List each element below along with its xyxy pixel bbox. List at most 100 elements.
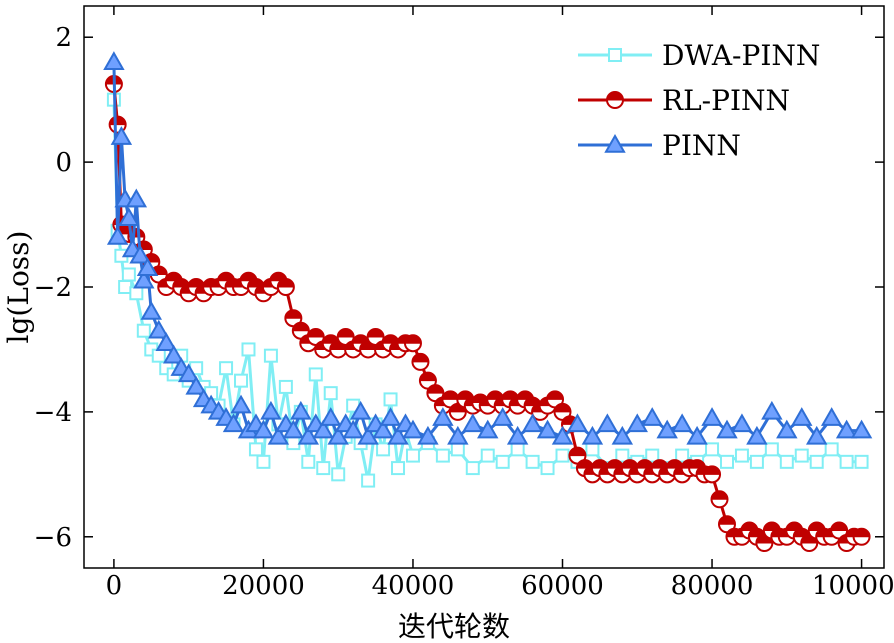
data-point-dwa-pinn-38 xyxy=(376,442,391,457)
data-point-dwa-pinn-22 xyxy=(256,454,271,469)
data-point-dwa-pinn-49 xyxy=(510,442,525,457)
legend: DWA-PINN RL-PINN PINN xyxy=(578,39,820,162)
data-point-pinn-22 xyxy=(230,394,252,414)
data-point-pinn-70 xyxy=(776,419,798,439)
data-point-pinn-42 xyxy=(379,407,402,426)
data-point-dwa-pinn-66 xyxy=(764,442,779,457)
y-tick-label: 2 xyxy=(55,23,72,53)
data-point-dwa-pinn-19 xyxy=(234,373,249,388)
data-point-dwa-pinn-30 xyxy=(316,461,331,476)
data-point-pinn-16 xyxy=(185,375,207,395)
data-point-dwa-pinn-69 xyxy=(809,454,824,469)
data-point-dwa-pinn-68 xyxy=(794,448,809,463)
data-point-pinn-11 xyxy=(148,319,170,339)
y-axis-title: lg(Loss) xyxy=(2,231,35,344)
data-point-pinn-71 xyxy=(791,407,813,426)
data-point-rl-pinn-62-fill xyxy=(554,403,572,413)
x-tick-label: 20000 xyxy=(222,571,305,601)
data-point-rl-pinn-13 xyxy=(187,278,206,296)
data-point-rl-pinn-61 xyxy=(546,390,565,409)
data-point-pinn-25 xyxy=(252,419,275,439)
x-tick-label: 40000 xyxy=(372,571,455,601)
data-point-rl-pinn-83-fill xyxy=(711,490,729,500)
x-tick-label: 0 xyxy=(106,571,123,601)
data-point-dwa-pinn-29 xyxy=(308,367,323,382)
data-point-pinn-73 xyxy=(820,407,843,426)
series-rl-pinn xyxy=(104,75,871,553)
data-point-rl-pinn-37-fill xyxy=(367,328,385,338)
data-point-pinn-31 xyxy=(297,425,320,445)
data-point-dwa-pinn-8 xyxy=(151,348,166,363)
data-point-dwa-pinn-42 xyxy=(405,448,420,463)
data-point-dwa-pinn-26 xyxy=(286,436,301,451)
data-point-pinn-54 xyxy=(536,419,559,439)
data-point-pinn-37 xyxy=(342,419,364,439)
data-point-rl-pinn-44-fill xyxy=(419,372,437,382)
data-point-rl-pinn-61-fill xyxy=(546,390,564,400)
data-point-pinn-9 xyxy=(136,257,159,277)
data-point-rl-pinn-27-fill xyxy=(292,322,310,332)
data-point-rl-pinn-84-fill xyxy=(718,515,736,525)
data-point-dwa-pinn-32 xyxy=(331,467,346,482)
legend-label: PINN xyxy=(662,129,741,162)
data-point-pinn-47 xyxy=(432,407,454,426)
data-point-pinn-51 xyxy=(491,407,514,426)
data-point-pinn-45 xyxy=(402,419,424,439)
data-point-pinn-12 xyxy=(155,332,177,351)
legend-marker-dwa-pinn xyxy=(608,48,622,62)
data-point-rl-pinn-99 xyxy=(830,521,849,540)
data-point-dwa-pinn-58 xyxy=(645,448,660,463)
data-point-rl-pinn-47 xyxy=(441,390,460,409)
data-point-pinn-35 xyxy=(327,425,349,445)
data-point-rl-pinn-94 xyxy=(792,527,811,546)
data-point-rl-pinn-43-fill xyxy=(411,353,429,363)
data-point-pinn-49 xyxy=(462,413,484,433)
data-point-dwa-pinn-56 xyxy=(615,448,630,463)
data-point-pinn-1 xyxy=(106,226,129,245)
legend-label: DWA-PINN xyxy=(662,39,820,72)
data-point-rl-pinn-42 xyxy=(403,334,422,353)
data-point-pinn-34 xyxy=(320,407,342,426)
data-point-pinn-27 xyxy=(267,425,290,445)
data-point-dwa-pinn-65 xyxy=(749,454,764,469)
data-point-pinn-50 xyxy=(477,419,499,439)
data-point-pinn-21 xyxy=(222,413,245,433)
data-point-pinn-55 xyxy=(551,425,574,445)
data-point-dwa-pinn-40 xyxy=(391,461,406,476)
data-point-rl-pinn-99-fill xyxy=(830,522,848,532)
data-point-rl-pinn-64 xyxy=(568,446,587,465)
data-point-rl-pinn-102-fill xyxy=(853,528,871,538)
data-point-dwa-pinn-50 xyxy=(525,454,540,469)
data-point-rl-pinn-33-fill xyxy=(337,328,355,338)
data-point-pinn-66 xyxy=(716,419,738,439)
data-point-dwa-pinn-48 xyxy=(495,454,510,469)
data-point-rl-pinn-25-fill xyxy=(277,278,295,288)
data-point-dwa-pinn-51 xyxy=(540,461,555,476)
data-point-pinn-53 xyxy=(521,413,544,433)
data-point-pinn-74 xyxy=(835,419,858,439)
data-point-dwa-pinn-47 xyxy=(480,448,495,463)
legend-marker-rl-pinn xyxy=(606,91,624,109)
data-point-pinn-56 xyxy=(566,413,589,433)
data-point-dwa-pinn-54 xyxy=(585,442,600,457)
data-point-pinn-39 xyxy=(357,425,379,445)
data-point-dwa-pinn-4 xyxy=(121,267,136,282)
x-axis-title: 迭代轮数 xyxy=(398,610,510,643)
data-point-dwa-pinn-31 xyxy=(323,386,338,401)
data-point-dwa-pinn-45 xyxy=(450,442,465,457)
data-point-pinn-38 xyxy=(349,400,372,420)
data-point-dwa-pinn-20 xyxy=(241,342,256,357)
y-tick-label: −6 xyxy=(34,523,72,553)
data-point-rl-pinn-102 xyxy=(852,527,871,546)
data-point-pinn-2 xyxy=(110,126,133,145)
data-point-dwa-pinn-62 xyxy=(705,442,720,457)
data-point-dwa-pinn-17 xyxy=(219,361,234,376)
data-point-pinn-63 xyxy=(671,413,693,433)
data-point-rl-pinn-42-fill xyxy=(404,334,422,344)
data-point-dwa-pinn-39 xyxy=(383,392,398,407)
data-point-pinn-33 xyxy=(312,419,334,439)
data-point-dwa-pinn-5 xyxy=(129,286,144,301)
data-point-pinn-61 xyxy=(641,407,663,426)
data-point-rl-pinn-25 xyxy=(276,278,295,296)
